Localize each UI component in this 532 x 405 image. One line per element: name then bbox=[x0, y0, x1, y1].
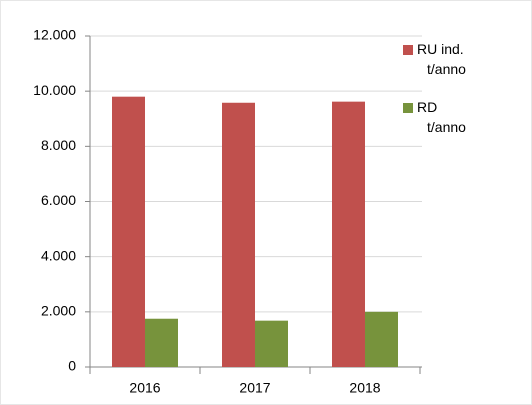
legend-label: RU ind. t/anno bbox=[417, 41, 466, 77]
bar bbox=[332, 101, 365, 368]
y-tick-label: 12.000 bbox=[33, 27, 76, 43]
y-tick-label: 8.000 bbox=[41, 137, 76, 153]
legend-swatch bbox=[403, 45, 413, 55]
x-tick-label: 2018 bbox=[349, 380, 380, 396]
bar bbox=[112, 96, 145, 367]
bar bbox=[365, 311, 398, 367]
bar bbox=[222, 102, 255, 368]
legend-swatch bbox=[403, 103, 413, 113]
y-tick-label: 2.000 bbox=[41, 303, 76, 319]
x-tick-label: 2016 bbox=[129, 380, 160, 396]
bar bbox=[255, 320, 288, 367]
y-tick-label: 0 bbox=[68, 358, 76, 374]
bar bbox=[145, 318, 178, 367]
x-tick-label: 2017 bbox=[239, 380, 270, 396]
y-tick-label: 10.000 bbox=[33, 82, 76, 98]
y-tick-label: 6.000 bbox=[41, 192, 76, 208]
legend-label: RD t/anno bbox=[417, 99, 466, 135]
y-tick-label: 4.000 bbox=[41, 247, 76, 263]
